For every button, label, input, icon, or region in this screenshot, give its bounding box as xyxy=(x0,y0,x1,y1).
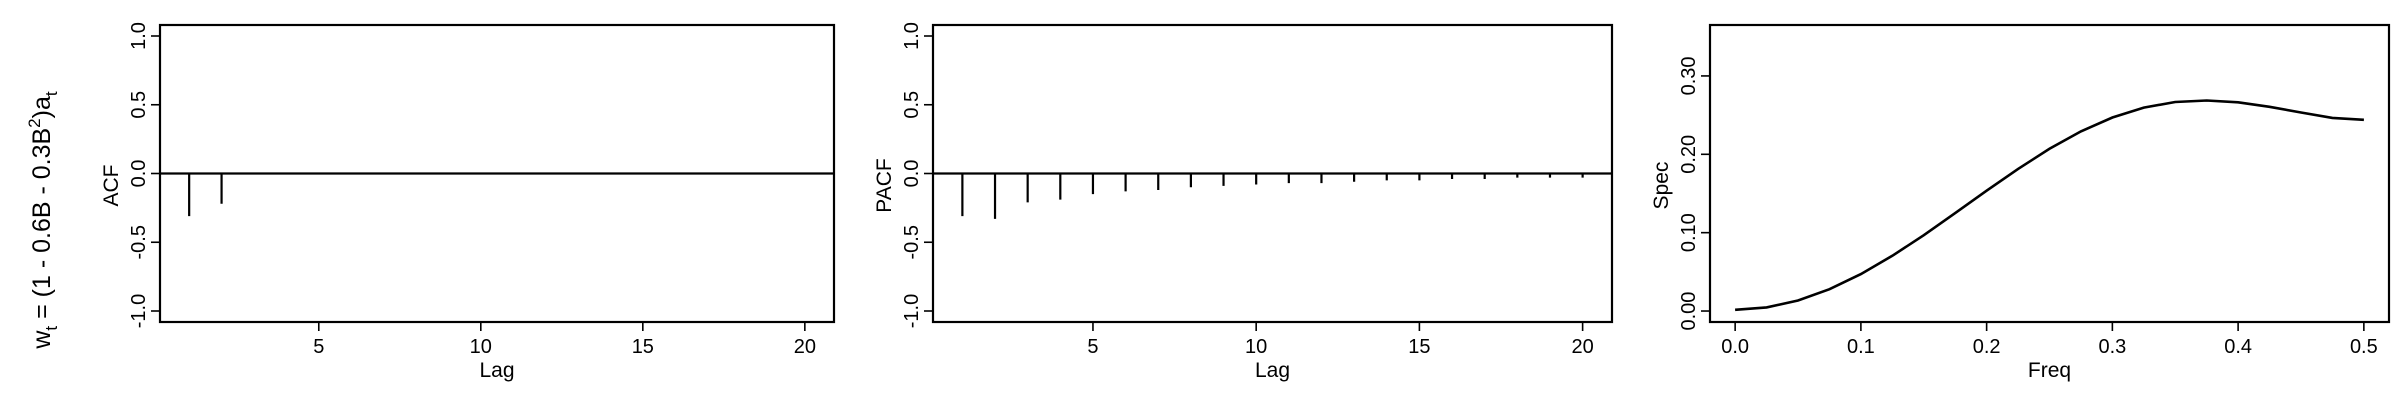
pacf-xtick-label: 10 xyxy=(1245,336,1267,358)
spec-ytick-label: 0.00 xyxy=(1678,292,1700,331)
acf-ylabel: ACF xyxy=(100,165,123,207)
spec-ytick-label: 0.10 xyxy=(1678,213,1700,252)
spec-curve xyxy=(1735,99,2364,312)
spec-xtick-label: 0.1 xyxy=(1847,336,1875,358)
spec-xtick-label: 0.5 xyxy=(2350,336,2378,358)
panels: 5 10 15 20 -1.0 -0.5 0.0 0.5 1.0 Lag ACF 5 10 15 20 -1.… xyxy=(100,22,2391,382)
spec-xtick-label: 0.3 xyxy=(2098,336,2126,358)
spec-xtick-label: 0.2 xyxy=(1973,336,2001,358)
pacf-ytick-label: -1.0 xyxy=(901,294,923,328)
spec-xlabel: Freq xyxy=(2028,359,2071,382)
row-label: wt = (1 - 0.6B - 0.3B2)at xyxy=(25,91,61,350)
spec-ytick-label: 0.20 xyxy=(1678,135,1700,174)
acf-xlabel: Lag xyxy=(479,359,514,382)
spec-xtick-label: 0.0 xyxy=(1721,336,1749,358)
acf-ytick-label: 0.5 xyxy=(128,91,150,119)
acf-panel: 5 10 15 20 -1.0 -0.5 0.0 0.5 1.0 Lag ACF xyxy=(100,22,836,382)
spec-ytick-label: 0.30 xyxy=(1678,56,1700,95)
acf-xtick-label: 20 xyxy=(794,336,816,358)
pacf-xtick-label: 20 xyxy=(1571,336,1593,358)
acf-ytick-label: 0.0 xyxy=(128,160,150,188)
pacf-xtick-label: 5 xyxy=(1087,336,1098,358)
pacf-frame xyxy=(931,23,1614,324)
pacf-ytick-label: -0.5 xyxy=(901,225,923,259)
acf-xtick-label: 5 xyxy=(313,336,324,358)
acf-ytick-label: -0.5 xyxy=(128,225,150,259)
acf-ytick-label: 1.0 xyxy=(128,22,150,50)
pacf-ylabel: PACF xyxy=(873,158,896,212)
pacf-xlabel: Lag xyxy=(1255,359,1290,382)
acf-ytick-label: -1.0 xyxy=(128,294,150,328)
pacf-panel: 5 10 15 20 -1.0 -0.5 0.0 0.5 1.0 Lag PACF xyxy=(873,22,1614,382)
spec-ylabel: Spec xyxy=(1650,162,1673,210)
spec-panel: 0.0 0.1 0.2 0.3 0.4 0.5 0.00 0.10 0.20 0.30 Freq Sp… xyxy=(1650,23,2391,382)
spec-frame xyxy=(1708,23,2391,324)
acf-frame xyxy=(158,23,836,324)
pacf-ytick-label: 0.0 xyxy=(901,160,923,188)
acf-xtick-label: 15 xyxy=(632,336,654,358)
pacf-ytick-label: 1.0 xyxy=(901,22,923,50)
pacf-xtick-label: 15 xyxy=(1408,336,1430,358)
pacf-ytick-label: 0.5 xyxy=(901,91,923,119)
acf-xtick-label: 10 xyxy=(470,336,492,358)
spec-xtick-label: 0.4 xyxy=(2224,336,2252,358)
